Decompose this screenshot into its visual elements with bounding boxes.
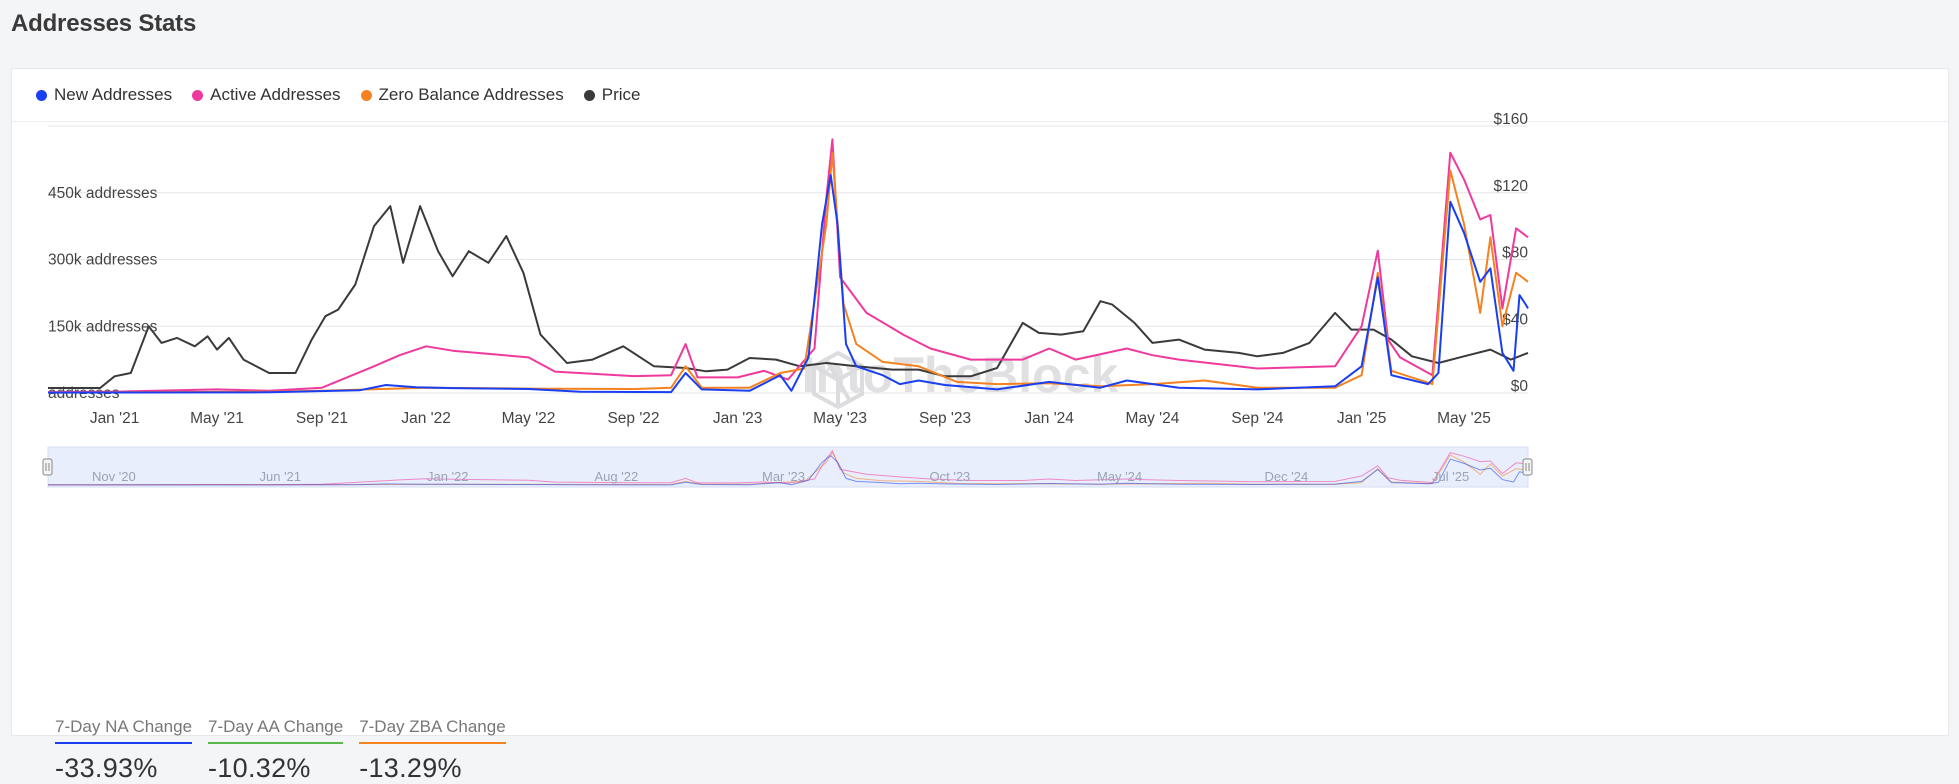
x-axis-tick-label: Sep '22 (607, 410, 659, 427)
navigator-series-line (47, 449, 1529, 486)
navigator-series-line (48, 454, 1529, 486)
legend-item-new-addresses[interactable]: New Addresses (36, 85, 172, 105)
x-axis-tick-label: Sep '23 (919, 410, 971, 427)
right-axis: $0 $40 $80 $120 $160 (1494, 111, 1529, 395)
x-axis-tick-label: Sep '24 (1231, 410, 1283, 427)
right-axis-tick-label: $80 (1502, 245, 1528, 262)
legend-label-price: Price (601, 85, 641, 104)
x-axis-tick-label: May '23 (813, 410, 867, 427)
stat-na-change: 7-Day NA Change -33.93% (55, 717, 193, 784)
stat-zba-change: 7-Day ZBA Change -13.29% (359, 717, 506, 784)
stat-aa-change-value: -10.32% (208, 753, 311, 783)
navigator-label: Jun '21 (260, 469, 302, 484)
stat-aa-change: 7-Day AA Change -10.32% (208, 717, 344, 784)
navigator-label: May '24 (1097, 469, 1142, 484)
legend-label-new-addresses: New Addresses (54, 85, 173, 104)
series-line-new-addresses (47, 174, 1529, 394)
legend-label-active-addresses: Active Addresses (210, 85, 341, 104)
stats-row: 7-Day NA Change -33.93% 7-Day AA Change … (55, 717, 506, 784)
x-axis-tick-label: Jan '25 (1337, 410, 1387, 427)
right-axis-tick-label: $120 (1494, 178, 1529, 195)
stat-zba-change-value: -13.29% (359, 753, 462, 783)
navigator-label: Nov '20 (92, 469, 136, 484)
navigator-label: Aug '22 (595, 469, 639, 484)
right-axis-tick-label: $0 (1511, 378, 1529, 395)
navigator-series-line (47, 451, 1529, 486)
x-axis-tick-label: May '24 (1126, 410, 1180, 427)
legend-item-price[interactable]: Price (583, 85, 641, 105)
right-axis-tick-label: $40 (1502, 311, 1528, 328)
stat-aa-change-label: 7-Day AA Change (208, 717, 344, 744)
stat-zba-change-label: 7-Day ZBA Change (359, 717, 506, 744)
x-axis-tick-label: May '21 (190, 410, 244, 427)
navigator-label: Mar '23 (762, 469, 805, 484)
x-axis-tick-label: May '25 (1437, 410, 1491, 427)
series-line-active-addresses (47, 138, 1529, 394)
x-axis-tick-label: May '22 (502, 410, 556, 427)
navigator-label: Jul '25 (1432, 469, 1469, 484)
range-navigator[interactable]: Nov '20 Jun '21 Jan '22 Aug '22 Mar '23 Oct '… (42, 446, 1533, 488)
stat-na-change-label: 7-Day NA Change (55, 717, 193, 744)
series-line-price (48, 205, 1529, 389)
navigator-label: Dec '24 (1265, 469, 1309, 484)
x-axis-tick-label: Jan '22 (401, 410, 451, 427)
legend-dot-active-addresses (192, 89, 204, 101)
navigator-label: Oct '23 (930, 469, 971, 484)
legend-dot-new-addresses (36, 89, 47, 101)
legend-divider (12, 121, 1948, 122)
legend-item-active-addresses[interactable]: Active Addresses (192, 85, 341, 105)
navigator-right-handle[interactable] (1522, 458, 1533, 476)
x-axis-tick-label: Sep '21 (296, 410, 348, 427)
grid-lines (48, 125, 1528, 394)
page-title: Addresses Stats (11, 10, 197, 37)
x-axis: Jan '21 May '21 Sep '21 Jan '22 May '22 Sep '… (90, 410, 1491, 427)
series-line-zero-balance-addresses (47, 151, 1529, 394)
left-axis-tick-label: 300k addresses (48, 252, 158, 269)
x-axis-tick-label: Jan '24 (1024, 410, 1074, 427)
legend-label-zero-balance-addresses: Zero Balance Addresses (378, 85, 564, 104)
left-axis-tick-label: 450k addresses (48, 185, 158, 202)
x-axis-tick-label: Jan '23 (713, 410, 763, 427)
series-layer (47, 138, 1529, 394)
left-axis-tick-label: 150k addresses (48, 318, 158, 335)
x-axis-tick-label: Jan '21 (90, 410, 140, 427)
legend-dot-price (583, 89, 595, 101)
legend-dot-zero-balance-addresses (360, 89, 372, 101)
right-axis-tick-label: $160 (1494, 111, 1529, 128)
chart-card: New Addresses Active Addresses Zero Bala… (11, 68, 1949, 783)
legend-item-zero-balance-addresses[interactable]: Zero Balance Addresses (360, 85, 564, 105)
stat-na-change-value: -33.93% (55, 753, 158, 783)
navigator-label: Jan '22 (427, 469, 469, 484)
chart-legend: New Addresses Active Addresses Zero Bala… (36, 69, 640, 121)
navigator-left-handle[interactable] (42, 458, 53, 476)
